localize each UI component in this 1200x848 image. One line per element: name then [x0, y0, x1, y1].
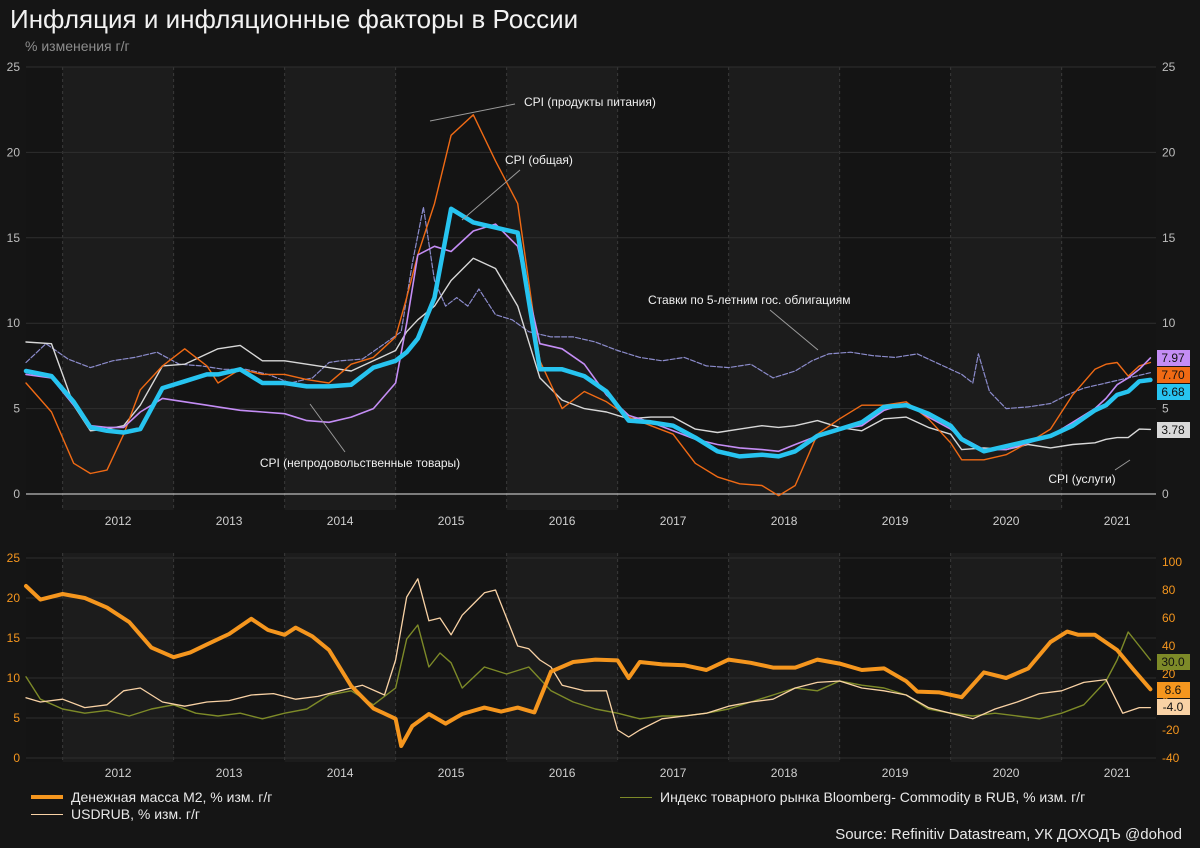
annotation-cpi-total-leader [461, 169, 521, 221]
top-y-tick-right: 15 [1162, 231, 1176, 245]
end-label-cpi_food-bg [1157, 367, 1190, 383]
top-x-tick: 2012 [105, 514, 132, 528]
top-year-band [284, 67, 396, 510]
legend-label-m2: Денежная масса М2, % изм. г/г [71, 789, 273, 805]
series-cpi-total-line [23, 206, 1153, 459]
annotation-cpi-services: CPI (услуги) [1048, 472, 1115, 486]
legend-item-m2: Денежная масса М2, % изм. г/г [31, 789, 272, 805]
top-x-tick: 2013 [216, 514, 243, 528]
bottom-x-tick: 2019 [882, 766, 909, 780]
end-label-commodity: 30.0 [1161, 655, 1185, 669]
bottom-x-tick: 2014 [327, 766, 354, 780]
end-label-usdrub-bg [1157, 699, 1190, 715]
annotation-ofz5-leader [769, 309, 819, 351]
bottom-y-tick-left: 10 [7, 671, 21, 685]
top-y-tick-left: 15 [7, 231, 21, 245]
bottom-year-band [506, 553, 618, 762]
annotation-cpi-food: CPI (продукты питания) [524, 95, 656, 109]
bottom-x-tick: 2020 [993, 766, 1020, 780]
end-label-commodity-bg [1157, 654, 1190, 670]
bottom-y-tick-right: -40 [1162, 751, 1180, 765]
top-x-tick: 2021 [1104, 514, 1131, 528]
end-label-cpi_total: 6.68 [1161, 385, 1185, 399]
top-x-tick: 2020 [993, 514, 1020, 528]
top-x-tick: 2017 [660, 514, 687, 528]
bottom-year-band [950, 553, 1062, 762]
top-y-tick-left: 10 [7, 316, 21, 330]
legend-label-usdrub: USDRUB, % изм. г/г [71, 806, 200, 822]
end-label-usdrub: -4.0 [1163, 700, 1184, 714]
series-commodity-line [25, 624, 1152, 720]
chart-title: Инфляция и инфляционные факторы в России [10, 4, 579, 34]
bottom-x-tick: 2017 [660, 766, 687, 780]
top-x-tick: 2015 [438, 514, 465, 528]
bottom-y-tick-left: 20 [7, 591, 21, 605]
end-label-cpi_services-bg [1157, 422, 1190, 438]
annotation-cpi-food-leader [429, 103, 516, 122]
annotation-cpi-services-leader [1114, 459, 1131, 471]
bottom-x-tick: 2013 [216, 766, 243, 780]
bottom-year-band [62, 553, 174, 762]
bottom-y-tick-right: 80 [1162, 583, 1176, 597]
bottom-y-tick-right: 20 [1162, 667, 1176, 681]
annotation-cpi-nonfood: CPI (непродовольственные товары) [260, 456, 460, 470]
bottom-x-tick: 2018 [771, 766, 798, 780]
legend-swatch-commodity [620, 796, 652, 798]
legend-item-usdrub: USDRUB, % изм. г/г [31, 806, 200, 822]
bottom-y-tick-right: -20 [1162, 723, 1180, 737]
end-label-m2-bg [1157, 682, 1190, 698]
end-label-cpi_nonfood-bg [1157, 350, 1190, 366]
top-y-tick-right: 25 [1162, 60, 1176, 74]
bottom-y-tick-left: 5 [13, 711, 20, 725]
top-y-tick-right: 20 [1162, 145, 1176, 159]
legend: Денежная масса М2, % изм. г/г USDRUB, % … [0, 785, 1200, 825]
annotation-ofz5: Ставки по 5-летним гос. облигациям [648, 293, 851, 307]
series-usdrub-line [25, 578, 1152, 738]
bottom-year-band [728, 553, 840, 762]
bottom-y-tick-left: 25 [7, 551, 21, 565]
top-year-band [62, 67, 174, 510]
top-y-tick-left: 0 [13, 487, 20, 501]
end-label-cpi_nonfood: 7.97 [1161, 351, 1185, 365]
bottom-x-tick: 2012 [105, 766, 132, 780]
top-x-tick: 2019 [882, 514, 909, 528]
top-x-tick: 2018 [771, 514, 798, 528]
top-y-tick-right: 0 [1162, 487, 1169, 501]
source-note: Source: Refinitiv Datastream, УК ДОХОДЪ … [835, 826, 1182, 843]
series-m2-line [24, 584, 1153, 748]
chart-subtitle: % изменения г/г [25, 38, 130, 54]
bottom-x-tick: 2015 [438, 766, 465, 780]
legend-item-commodity: Индекс товарного рынка Bloomberg- Commod… [620, 789, 1085, 805]
bottom-y-tick-left: 0 [13, 751, 20, 765]
top-y-tick-left: 5 [13, 402, 20, 416]
bottom-y-tick-right: 40 [1162, 639, 1176, 653]
bottom-y-tick-right: 60 [1162, 611, 1176, 625]
annotation-cpi-nonfood-leader [309, 403, 346, 453]
top-y-tick-right: 5 [1162, 402, 1169, 416]
legend-label-commodity: Индекс товарного рынка Bloomberg- Commod… [660, 789, 1086, 805]
end-label-cpi_food: 7.70 [1161, 368, 1185, 382]
legend-swatch-m2 [31, 795, 63, 799]
bottom-year-band [284, 553, 396, 762]
top-y-tick-right: 10 [1162, 316, 1176, 330]
top-y-tick-left: 25 [7, 60, 21, 74]
legend-swatch-usdrub [31, 813, 63, 815]
top-x-tick: 2016 [549, 514, 576, 528]
top-year-band [506, 67, 618, 510]
top-year-band [728, 67, 840, 510]
top-y-tick-left: 20 [7, 145, 21, 159]
bottom-y-tick-left: 15 [7, 631, 21, 645]
bottom-y-tick-right: 100 [1162, 555, 1182, 569]
annotation-cpi-total: CPI (общая) [505, 153, 573, 167]
end-label-m2: 8.6 [1165, 683, 1182, 697]
end-label-cpi_services: 3.78 [1161, 423, 1185, 437]
bottom-x-tick: 2021 [1104, 766, 1131, 780]
top-x-tick: 2014 [327, 514, 354, 528]
end-label-cpi_total-bg [1157, 384, 1190, 400]
bottom-x-tick: 2016 [549, 766, 576, 780]
